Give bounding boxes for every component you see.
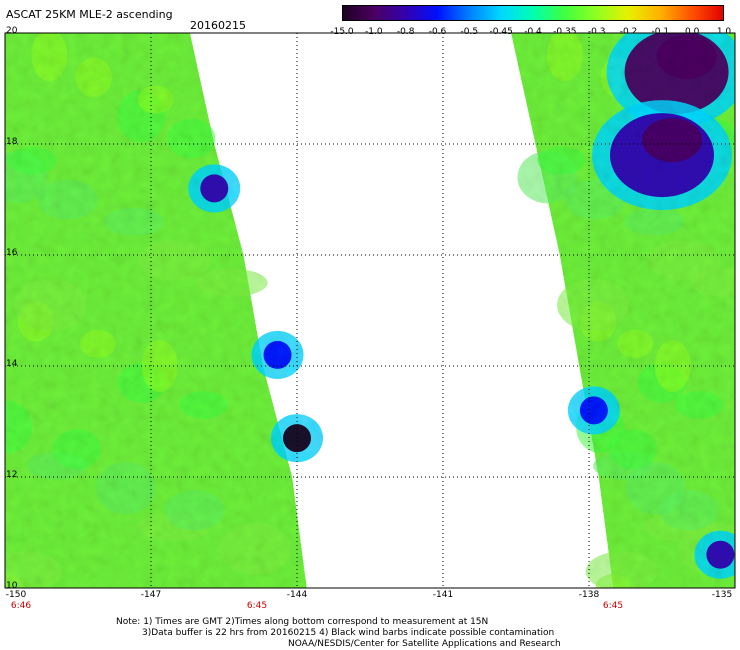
wind-feature bbox=[167, 118, 216, 159]
colorbar-tick-label: -0.1 bbox=[651, 27, 670, 37]
note-line-3: NOAA/NESDIS/Center for Satellite Applica… bbox=[288, 639, 561, 649]
wind-feature bbox=[200, 174, 229, 203]
y-tick-label: 20 bbox=[6, 26, 18, 36]
wind-feature bbox=[658, 490, 719, 531]
left-swath bbox=[5, 33, 323, 588]
time-label: 6:46 bbox=[10, 601, 32, 611]
x-tick-label: -141 bbox=[432, 590, 454, 600]
wind-feature bbox=[706, 540, 735, 569]
note-line-2: 3)Data buffer is 22 hrs from 20160215 4)… bbox=[142, 628, 555, 638]
wind-feature bbox=[31, 33, 68, 82]
colorbar-tick-label: -0.2 bbox=[619, 27, 638, 37]
colorbar-tick-label: -0.45 bbox=[489, 27, 513, 37]
wind-feature bbox=[263, 340, 292, 369]
wind-feature bbox=[5, 551, 63, 588]
x-tick-label: -138 bbox=[578, 590, 600, 600]
colorbar-tick-label: -0.35 bbox=[553, 27, 577, 37]
colorbar-tick-label: -1.0 bbox=[365, 27, 383, 37]
wind-feature bbox=[579, 396, 608, 425]
wind-feature bbox=[137, 85, 174, 114]
colorbar-tick-label: -0.3 bbox=[587, 27, 606, 37]
time-label: 6:45 bbox=[602, 601, 624, 611]
wind-feature bbox=[546, 33, 583, 82]
wind-feature bbox=[75, 57, 112, 98]
wind-feature bbox=[656, 34, 717, 79]
colorbar-gradient bbox=[342, 5, 724, 21]
wind-feature bbox=[5, 401, 32, 454]
colorbar-tick-label: -0.6 bbox=[428, 27, 447, 37]
wind-feature bbox=[690, 268, 735, 297]
note-line-1: Note: 1) Times are GMT 2)Times along bot… bbox=[116, 617, 489, 627]
wind-feature bbox=[617, 329, 654, 358]
colorbar-tick-label: -0.8 bbox=[396, 27, 415, 37]
wind-feature bbox=[138, 240, 211, 281]
x-tick-label: -144 bbox=[286, 590, 308, 600]
wind-feature bbox=[585, 551, 658, 588]
map-gridlines bbox=[4, 32, 736, 589]
wind-feature bbox=[164, 490, 225, 531]
wind-feature bbox=[219, 523, 292, 576]
wind-feature bbox=[195, 268, 268, 297]
y-tick-label: 10 bbox=[6, 581, 18, 591]
colorbar-tick-label: 0.0 bbox=[684, 27, 700, 37]
y-tick-label: 18 bbox=[6, 137, 18, 147]
x-tick-label: -150 bbox=[5, 590, 27, 600]
wind-feature bbox=[654, 340, 691, 392]
y-tick-label: 14 bbox=[6, 359, 18, 369]
wind-feature bbox=[79, 329, 116, 358]
map-date: 20160215 bbox=[190, 19, 246, 32]
wind-feature bbox=[8, 146, 57, 175]
wind-feature bbox=[37, 179, 98, 220]
colorbar bbox=[342, 5, 724, 21]
wind-feature bbox=[675, 390, 724, 419]
wind-feature bbox=[537, 146, 586, 175]
wind-feature bbox=[14, 278, 87, 331]
wind-feature bbox=[283, 424, 311, 453]
wind-feature bbox=[141, 340, 178, 392]
wind-feature bbox=[608, 429, 657, 470]
colorbar-tick-label: 1.0 bbox=[716, 27, 732, 37]
wind-feature bbox=[624, 207, 685, 236]
map-title: ASCAT 25KM MLE-2 ascending bbox=[6, 8, 173, 21]
colorbar-tick-label: -15.0 bbox=[330, 27, 354, 37]
wind-feature bbox=[179, 390, 228, 419]
wind-feature bbox=[95, 462, 156, 515]
right-swath bbox=[511, 33, 735, 588]
colorbar-tick-label: -0.5 bbox=[460, 27, 479, 37]
x-tick-label: -135 bbox=[711, 590, 733, 600]
y-tick-label: 12 bbox=[6, 470, 18, 480]
wind-feature bbox=[642, 118, 702, 163]
wind-feature bbox=[52, 429, 101, 470]
y-tick-label: 16 bbox=[6, 248, 18, 258]
time-label: 6:45 bbox=[246, 601, 268, 611]
wind-feature bbox=[557, 278, 630, 331]
wind-feature bbox=[648, 240, 721, 281]
colorbar-tick-label: -0.4 bbox=[524, 27, 542, 37]
x-tick-label: -147 bbox=[140, 590, 162, 600]
wind-feature bbox=[103, 207, 164, 236]
